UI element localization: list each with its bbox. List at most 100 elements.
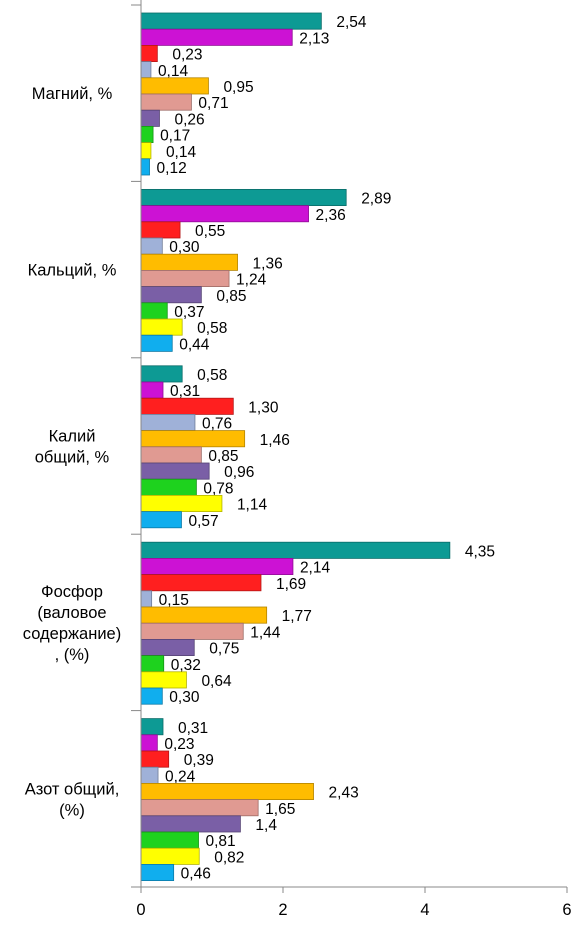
bar bbox=[140, 158, 150, 176]
bar bbox=[140, 766, 159, 784]
x-tick-label: 4 bbox=[420, 901, 429, 919]
bar bbox=[140, 109, 160, 127]
bar bbox=[140, 558, 294, 576]
data-label: 1,30 bbox=[248, 399, 279, 416]
data-label: 1,36 bbox=[253, 255, 283, 272]
bar bbox=[140, 478, 197, 496]
data-label: 0,30 bbox=[169, 239, 200, 256]
data-label: 1,4 bbox=[255, 817, 277, 834]
category-label: (%) bbox=[59, 801, 85, 819]
data-label: 1,77 bbox=[282, 608, 312, 625]
data-label: 2,54 bbox=[336, 14, 367, 31]
data-label: 2,89 bbox=[361, 191, 391, 208]
data-label: 0,82 bbox=[214, 849, 244, 866]
data-label: 0,44 bbox=[179, 336, 210, 353]
category-label: содержание) bbox=[23, 625, 121, 643]
data-label: 0,85 bbox=[208, 448, 238, 465]
data-label: 2,43 bbox=[329, 785, 359, 802]
data-label: 0,12 bbox=[157, 160, 187, 177]
data-label: 0,23 bbox=[172, 47, 202, 64]
bar bbox=[140, 221, 181, 239]
bar bbox=[140, 815, 241, 833]
bar bbox=[140, 847, 200, 865]
category-label: , (%) bbox=[55, 646, 90, 664]
bar bbox=[140, 381, 164, 399]
bar bbox=[140, 205, 309, 223]
data-label: 1,69 bbox=[276, 576, 306, 593]
bar bbox=[140, 12, 322, 30]
bar bbox=[140, 286, 202, 304]
data-label: 0,96 bbox=[224, 464, 254, 481]
category-label: Калий bbox=[49, 428, 96, 446]
bar bbox=[140, 864, 175, 882]
data-label: 0,15 bbox=[159, 592, 189, 609]
bar bbox=[140, 655, 165, 673]
x-tick-label: 2 bbox=[278, 901, 287, 919]
bar bbox=[140, 237, 163, 255]
bar bbox=[140, 28, 293, 46]
bar bbox=[140, 671, 187, 689]
data-label: 0,26 bbox=[174, 111, 204, 128]
data-label: 1,24 bbox=[236, 272, 267, 289]
data-label: 0,95 bbox=[223, 79, 253, 96]
data-label: 0,55 bbox=[195, 223, 225, 240]
data-label: 0,85 bbox=[216, 288, 246, 305]
bar bbox=[140, 413, 196, 431]
data-label: 0,31 bbox=[178, 720, 208, 737]
bar bbox=[140, 622, 244, 640]
bar bbox=[140, 574, 262, 592]
x-tick-label: 0 bbox=[136, 901, 145, 919]
bar bbox=[140, 446, 202, 464]
bar bbox=[140, 639, 195, 657]
data-label: 0,23 bbox=[164, 736, 194, 753]
data-label: 2,13 bbox=[299, 30, 329, 47]
bar bbox=[140, 334, 173, 352]
bar bbox=[140, 302, 168, 320]
bar bbox=[140, 831, 199, 849]
data-label: 0,30 bbox=[169, 689, 200, 706]
bar bbox=[140, 188, 347, 206]
data-label: 0,31 bbox=[170, 383, 200, 400]
data-label: 0,24 bbox=[165, 768, 196, 785]
data-label: 4,35 bbox=[465, 543, 495, 560]
bar bbox=[140, 397, 234, 415]
bar bbox=[140, 253, 238, 271]
data-label: 0,46 bbox=[181, 866, 211, 883]
data-label: 0,14 bbox=[166, 144, 197, 161]
data-label: 0,75 bbox=[209, 641, 239, 658]
data-label: 0,58 bbox=[197, 367, 227, 384]
data-label: 0,17 bbox=[160, 128, 190, 145]
data-label: 0,39 bbox=[184, 752, 214, 769]
data-label: 1,14 bbox=[237, 497, 268, 514]
bar bbox=[140, 269, 230, 287]
data-label: 0,14 bbox=[158, 63, 189, 80]
bar bbox=[140, 606, 268, 624]
bar bbox=[140, 142, 152, 160]
bar bbox=[140, 590, 153, 608]
bar bbox=[140, 462, 210, 480]
bar bbox=[140, 93, 192, 111]
bar bbox=[140, 783, 314, 801]
data-label: 0,76 bbox=[202, 416, 232, 433]
bar bbox=[140, 318, 183, 336]
data-label: 1,46 bbox=[260, 432, 290, 449]
bar bbox=[140, 45, 158, 63]
data-label: 0,32 bbox=[171, 657, 201, 674]
data-label: 0,58 bbox=[197, 320, 227, 337]
data-label: 2,14 bbox=[300, 560, 331, 577]
category-label: Магний, % bbox=[32, 85, 113, 103]
category-label: общий, % bbox=[35, 449, 110, 467]
bar bbox=[140, 511, 182, 529]
data-label: 2,36 bbox=[316, 207, 346, 224]
bar bbox=[140, 365, 183, 383]
bar bbox=[140, 77, 209, 95]
bar bbox=[140, 799, 259, 817]
bar bbox=[140, 494, 223, 512]
data-label: 0,64 bbox=[201, 673, 232, 690]
data-label: 1,65 bbox=[265, 801, 295, 818]
bar bbox=[140, 61, 152, 79]
data-label: 1,44 bbox=[250, 624, 281, 641]
bar bbox=[140, 750, 170, 768]
bar bbox=[140, 430, 246, 448]
